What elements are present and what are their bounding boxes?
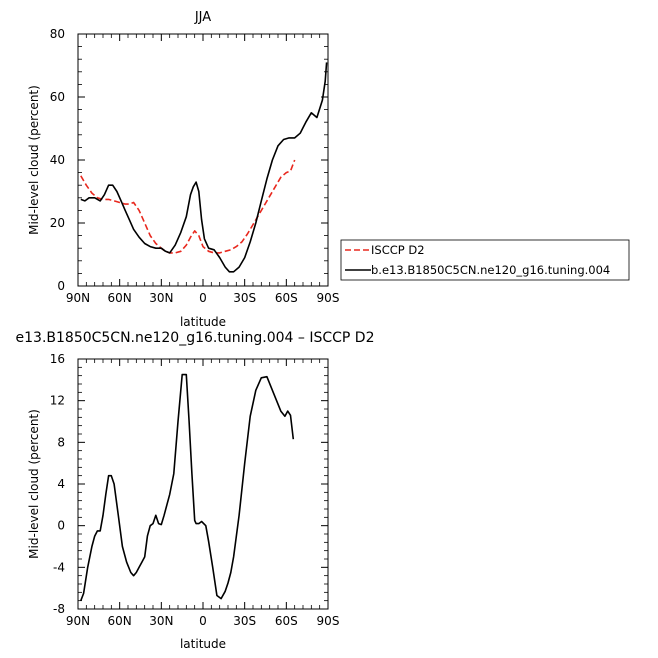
- y-tick-label: 0: [57, 519, 65, 533]
- x-tick-label: 60S: [275, 614, 298, 628]
- x-tick-label: 0: [199, 291, 207, 305]
- x-tick-label: 30N: [149, 291, 173, 305]
- x-tick-label: 30S: [233, 614, 256, 628]
- top-panel-ticks: 90N 60N 30N 0 30S 60S 90S 0 20 40 60 80: [50, 27, 340, 305]
- y-tick-label: 16: [50, 352, 65, 366]
- bottom-panel-series: [80, 373, 295, 601]
- y-tick-label: -4: [53, 560, 65, 574]
- series-line-1-0: [80, 373, 295, 601]
- x-tick-label: 30N: [149, 614, 173, 628]
- y-tick-label: 12: [50, 394, 65, 408]
- bottom-panel-frame: [77, 358, 329, 610]
- x-tick-label: 30S: [233, 291, 256, 305]
- legend-label-isccp: ISCCP D2: [371, 243, 425, 257]
- bottom-panel-ticks: 90N 60N 30N 0 30S 60S 90S -8 -4 0 4 8 12 16: [50, 352, 340, 628]
- bottom-panel-xlabel: latitude: [180, 637, 226, 651]
- top-panel-frame: [77, 33, 329, 287]
- top-panel-title: JJA: [194, 10, 211, 25]
- bottom-panel-title: e13.B1850C5CN.ne120_g16.tuning.004 – ISC…: [16, 330, 375, 346]
- y-tick-label: 4: [57, 477, 65, 491]
- y-tick-label: 8: [57, 435, 65, 449]
- x-tick-label: 0: [199, 614, 207, 628]
- top-panel-series: [80, 62, 328, 273]
- x-tick-label: 90N: [66, 614, 90, 628]
- y-tick-label: 20: [50, 216, 65, 230]
- bottom-panel: e13.B1850C5CN.ne120_g16.tuning.004 – ISC…: [16, 330, 375, 651]
- y-tick-label: 60: [50, 90, 65, 104]
- x-tick-label: 90S: [317, 614, 340, 628]
- legend-box: [340, 239, 630, 281]
- series-line-0-0: [80, 159, 296, 254]
- x-tick-label: 90S: [317, 291, 340, 305]
- x-tick-label: 60N: [108, 614, 132, 628]
- x-tick-label: 60S: [275, 291, 298, 305]
- legend-label-model: b.e13.B1850C5CN.ne120_g16.tuning.004: [371, 263, 610, 277]
- x-tick-label: 90N: [66, 291, 90, 305]
- y-tick-label: 80: [50, 27, 65, 41]
- top-panel: JJA 90N 60N 30N 0 30S 60S 90S 0 20 40 60 80 latitud…: [27, 10, 630, 329]
- series-line-0-1: [80, 62, 328, 273]
- top-panel-ylabel: Mid-level cloud (percent): [27, 85, 41, 235]
- legend: ISCCP D2 b.e13.B1850C5CN.ne120_g16.tunin…: [340, 239, 630, 281]
- y-tick-label: 40: [50, 153, 65, 167]
- top-panel-xlabel: latitude: [180, 315, 226, 329]
- y-tick-label: -8: [53, 602, 65, 616]
- y-tick-label: 0: [57, 279, 65, 293]
- bottom-panel-ylabel: Mid-level cloud (percent): [27, 409, 41, 559]
- x-tick-label: 60N: [108, 291, 132, 305]
